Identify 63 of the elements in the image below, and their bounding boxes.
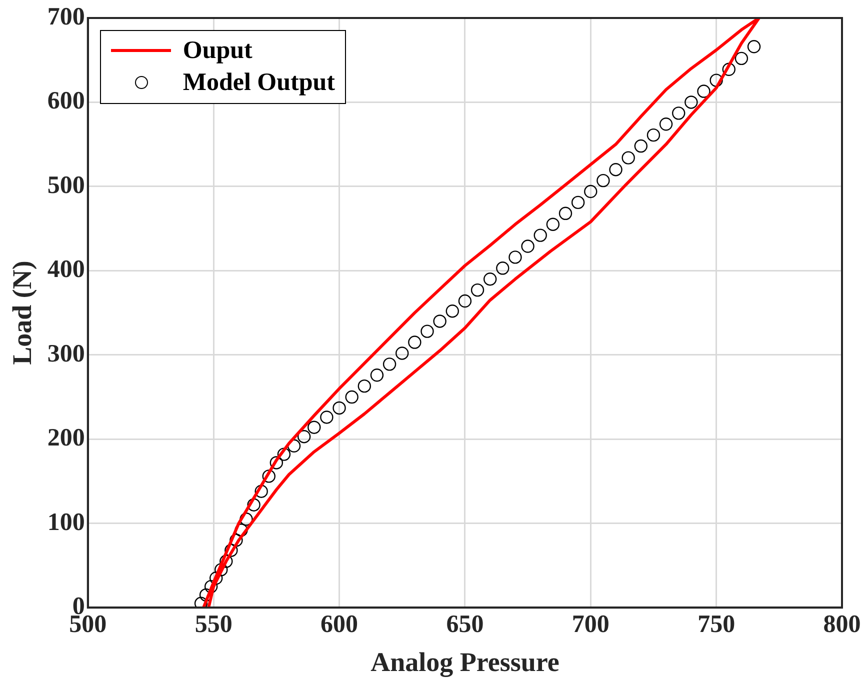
y-tick-label: 400: [47, 256, 85, 284]
point: [270, 456, 284, 470]
point: [370, 368, 384, 382]
point: [684, 96, 698, 109]
y-tick-label: 300: [47, 340, 85, 368]
point: [470, 283, 484, 297]
point: [571, 196, 585, 210]
point: [446, 304, 459, 318]
x-tick-label: 750: [698, 611, 736, 638]
point: [420, 324, 434, 338]
point: [622, 151, 635, 164]
point: [297, 430, 311, 444]
y-tick-label: 100: [47, 508, 85, 536]
x-tick-label: 800: [823, 611, 861, 638]
point: [609, 163, 622, 176]
point: [496, 262, 510, 275]
point: [508, 250, 522, 264]
point: [433, 314, 446, 328]
point: [382, 358, 396, 371]
x-tick-label: 700: [572, 611, 610, 638]
point: [247, 498, 260, 512]
x-tick-label: 550: [194, 611, 232, 638]
point: [584, 184, 598, 198]
x-tick-label: 650: [446, 611, 484, 638]
y-tick-label: 600: [47, 88, 85, 115]
point: [483, 272, 497, 286]
point: [546, 218, 560, 231]
point: [646, 128, 660, 142]
point: [209, 572, 223, 585]
point: [396, 346, 409, 360]
point: [320, 410, 334, 424]
y-tick-label: 200: [47, 424, 85, 452]
point: [254, 484, 268, 498]
point: [634, 139, 648, 153]
legend-label: Model Output: [182, 69, 335, 97]
point: [220, 554, 233, 568]
point: [224, 544, 238, 557]
x-tick-label: 600: [320, 611, 358, 638]
x-axis-title: Analog Pressure: [370, 646, 560, 677]
y-tick-label: 500: [47, 172, 85, 199]
point: [308, 420, 321, 434]
point: [722, 62, 736, 76]
point: [596, 174, 610, 188]
point: [277, 448, 291, 461]
legend-label: Ouput: [182, 37, 252, 65]
point: [345, 390, 358, 404]
point: [521, 240, 534, 253]
point: [558, 206, 572, 220]
point: [332, 401, 346, 415]
y-tick-label: 700: [47, 3, 85, 30]
point: [408, 336, 422, 349]
point: [747, 40, 761, 54]
point: [734, 52, 748, 66]
point: [659, 118, 673, 131]
point: [458, 294, 472, 308]
point: [672, 106, 686, 120]
point: [194, 596, 208, 608]
y-axis-title: Load (N): [7, 260, 38, 365]
point: [534, 228, 547, 242]
point: [358, 379, 372, 393]
point: [262, 470, 276, 483]
point: [697, 84, 710, 98]
point: [710, 74, 723, 87]
